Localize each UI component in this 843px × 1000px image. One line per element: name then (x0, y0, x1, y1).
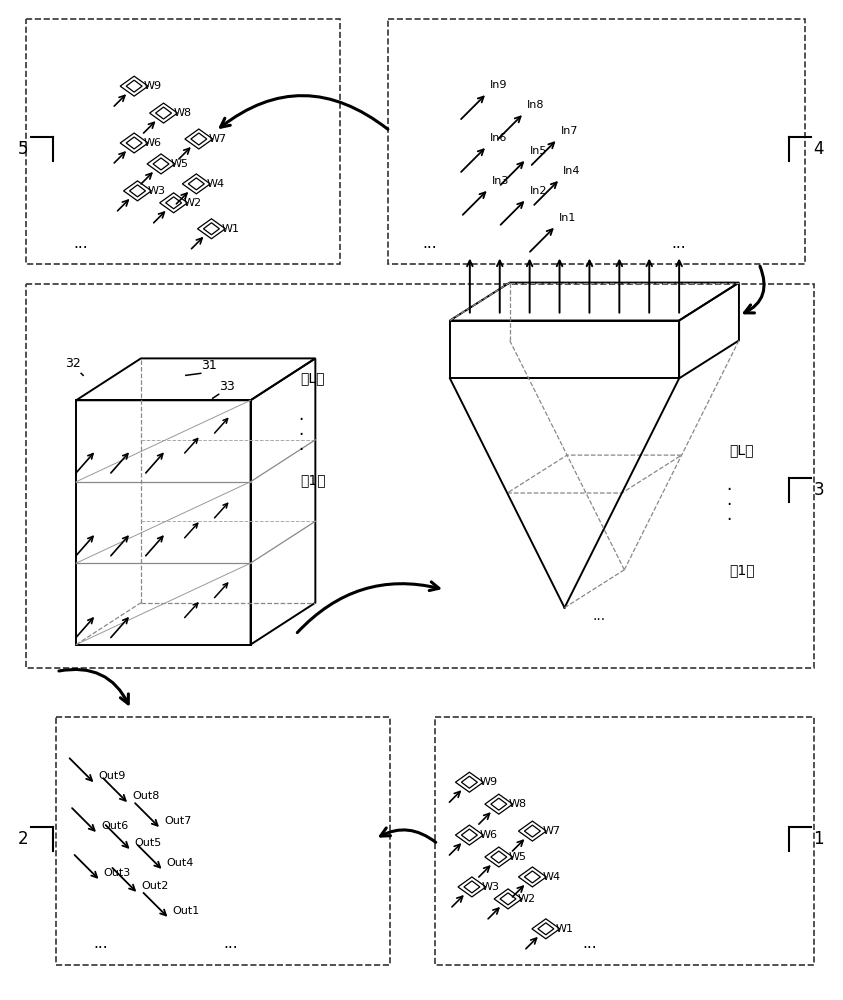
Text: In4: In4 (563, 166, 581, 176)
Text: W2: W2 (184, 198, 201, 208)
Text: W9: W9 (144, 81, 162, 91)
Text: W2: W2 (518, 894, 536, 904)
Text: ···: ··· (583, 941, 597, 956)
Text: W3: W3 (148, 186, 165, 196)
Text: Out3: Out3 (104, 868, 131, 878)
Text: W3: W3 (482, 882, 500, 892)
Text: ···: ··· (94, 941, 109, 956)
Text: 2: 2 (18, 830, 29, 848)
Text: In9: In9 (490, 80, 507, 90)
Text: W4: W4 (542, 872, 561, 882)
Text: 第L层: 第L层 (729, 443, 754, 457)
Text: W6: W6 (144, 138, 162, 148)
Text: Out2: Out2 (142, 881, 169, 891)
Text: Out7: Out7 (164, 816, 191, 826)
Text: 第L层: 第L层 (300, 371, 325, 385)
Text: W5: W5 (509, 852, 527, 862)
Text: ···: ··· (593, 613, 606, 627)
Text: ·: · (298, 426, 303, 444)
Text: 第1层: 第1层 (729, 563, 754, 577)
Text: ·: · (727, 511, 732, 529)
Text: Out6: Out6 (101, 821, 128, 831)
Text: Out9: Out9 (99, 771, 126, 781)
Text: In7: In7 (561, 126, 578, 136)
Text: ·: · (298, 441, 303, 459)
Text: Out4: Out4 (167, 858, 194, 868)
Text: In1: In1 (559, 213, 577, 223)
Text: W1: W1 (556, 924, 574, 934)
Text: 第1层: 第1层 (300, 473, 326, 487)
Text: In3: In3 (491, 176, 509, 186)
Text: Out5: Out5 (135, 838, 162, 848)
Text: W5: W5 (171, 159, 189, 169)
Text: 5: 5 (18, 140, 29, 158)
Text: W8: W8 (174, 108, 191, 118)
Text: ·: · (727, 496, 732, 514)
Text: W1: W1 (222, 224, 239, 234)
Text: W7: W7 (542, 826, 561, 836)
Text: W4: W4 (207, 179, 224, 189)
Text: 1: 1 (813, 830, 824, 848)
Text: In6: In6 (490, 133, 507, 143)
Text: In5: In5 (529, 146, 547, 156)
Text: ·: · (298, 411, 303, 429)
Text: ···: ··· (74, 241, 89, 256)
Text: In8: In8 (527, 100, 545, 110)
Text: 3: 3 (813, 481, 824, 499)
Text: Out1: Out1 (173, 906, 200, 916)
Text: ···: ··· (672, 241, 686, 256)
Text: ·: · (727, 481, 732, 499)
Text: W8: W8 (509, 799, 527, 809)
Text: W6: W6 (480, 830, 497, 840)
Text: Out8: Out8 (132, 791, 159, 801)
Text: W9: W9 (480, 777, 497, 787)
Text: W7: W7 (209, 134, 227, 144)
Text: ···: ··· (422, 241, 438, 256)
Text: 4: 4 (813, 140, 824, 158)
Text: 32: 32 (66, 357, 81, 370)
Text: ···: ··· (223, 941, 238, 956)
Text: 33: 33 (218, 380, 234, 393)
Text: 31: 31 (201, 359, 217, 372)
Text: In2: In2 (529, 186, 547, 196)
